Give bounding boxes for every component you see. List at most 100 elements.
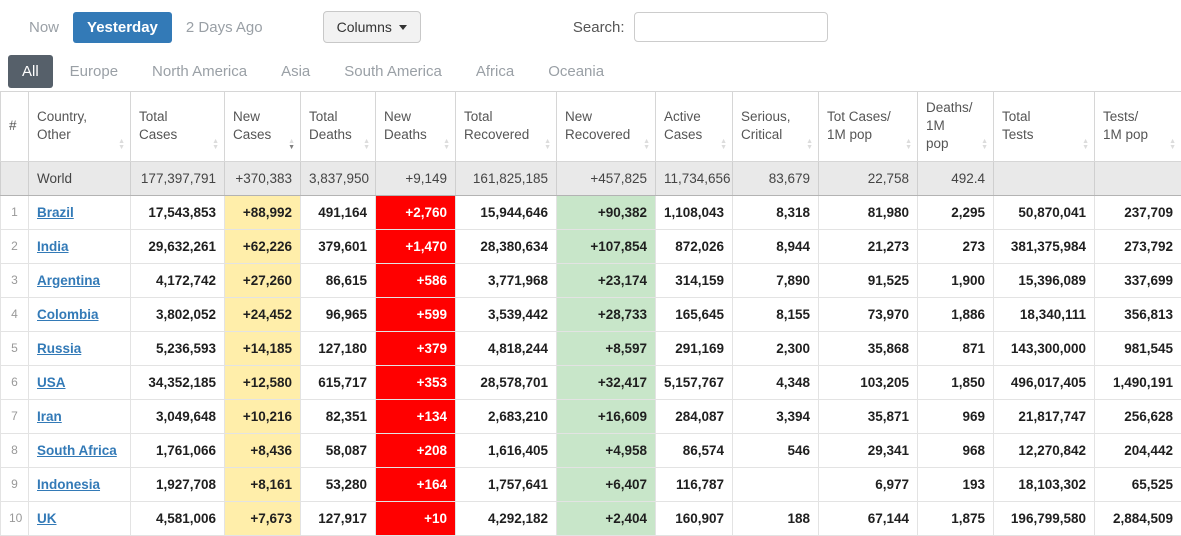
cell-new-recovered: +32,417 (557, 365, 656, 399)
country-link-iran[interactable]: Iran (37, 409, 62, 424)
cell-active-cases: 5,157,767 (656, 365, 733, 399)
cell-tests-1m: 273,792 (1095, 229, 1181, 263)
column-header-new-cases[interactable]: New Cases▲▼ (225, 92, 301, 162)
column-header-label: New Recovered (565, 108, 647, 144)
column-header-total-cases[interactable]: Total Cases▲▼ (131, 92, 225, 162)
cell-total-tests: 21,817,747 (994, 399, 1095, 433)
country-link-uk[interactable]: UK (37, 511, 57, 526)
cell-tests-1m: 256,628 (1095, 399, 1181, 433)
column-header-label: Tot Cases/ 1M pop (827, 108, 909, 144)
cell-deaths-1m: 492.4 (918, 161, 994, 195)
tab-europe[interactable]: Europe (53, 55, 135, 88)
country-link-indonesia[interactable]: Indonesia (37, 477, 100, 492)
country-link-india[interactable]: India (37, 239, 69, 254)
cell-new-cases: +8,161 (225, 467, 301, 501)
country-link-colombia[interactable]: Colombia (37, 307, 99, 322)
cell-serious-critical: 188 (733, 501, 819, 535)
cell-tests-1m: 237,709 (1095, 195, 1181, 229)
cell-serious-critical: 4,348 (733, 365, 819, 399)
cell-new-deaths: +2,760 (376, 195, 456, 229)
cell-new-recovered: +457,825 (557, 161, 656, 195)
search-input[interactable] (634, 12, 828, 42)
cell-new-deaths: +134 (376, 399, 456, 433)
tab-north-america[interactable]: North America (135, 55, 264, 88)
column-header-total-deaths[interactable]: Total Deaths▲▼ (301, 92, 376, 162)
cell-tot-cases-1m: 22,758 (819, 161, 918, 195)
cell-active-cases: 165,645 (656, 297, 733, 331)
cell-new-recovered: +6,407 (557, 467, 656, 501)
cell-country: Argentina (29, 263, 131, 297)
cell-new-recovered: +28,733 (557, 297, 656, 331)
cell-tests-1m: 204,442 (1095, 433, 1181, 467)
cell-total-cases: 4,172,742 (131, 263, 225, 297)
cell-total-recovered: 28,578,701 (456, 365, 557, 399)
column-header-country-other[interactable]: Country, Other▲▼ (29, 92, 131, 162)
cell-new-deaths: +10 (376, 501, 456, 535)
cell-active-cases: 872,026 (656, 229, 733, 263)
cell-tot-cases-1m: 91,525 (819, 263, 918, 297)
country-link-usa[interactable]: USA (37, 375, 66, 390)
cell-tot-cases-1m: 35,871 (819, 399, 918, 433)
tab-all[interactable]: All (8, 55, 53, 88)
cell-serious-critical: 546 (733, 433, 819, 467)
cell-rank: 1 (1, 195, 29, 229)
time-button-now[interactable]: Now (15, 12, 73, 43)
column-header-new-recovered[interactable]: New Recovered▲▼ (557, 92, 656, 162)
cell-new-cases: +88,992 (225, 195, 301, 229)
search-box: Search: (573, 12, 828, 42)
cell-total-deaths: 379,601 (301, 229, 376, 263)
column-header-deaths-1m-pop[interactable]: Deaths/ 1M pop▲▼ (918, 92, 994, 162)
cell-new-deaths: +379 (376, 331, 456, 365)
column-header-label: Country, Other (37, 108, 122, 144)
country-link-brazil[interactable]: Brazil (37, 205, 74, 220)
cell-new-deaths: +586 (376, 263, 456, 297)
column-header-active-cases[interactable]: Active Cases▲▼ (656, 92, 733, 162)
cell-rank: 9 (1, 467, 29, 501)
cell-deaths-1m: 1,875 (918, 501, 994, 535)
sort-icon: ▲▼ (643, 139, 650, 151)
cell-country: Indonesia (29, 467, 131, 501)
cell-total-deaths: 53,280 (301, 467, 376, 501)
cell-tot-cases-1m: 81,980 (819, 195, 918, 229)
cell-country: Brazil (29, 195, 131, 229)
cell-total-recovered: 28,380,634 (456, 229, 557, 263)
cell-total-tests: 18,340,111 (994, 297, 1095, 331)
column-header-tests-1m-pop[interactable]: Tests/ 1M pop▲▼ (1095, 92, 1181, 162)
cell-new-deaths: +208 (376, 433, 456, 467)
cell-new-cases: +370,383 (225, 161, 301, 195)
column-header-tot-cases-1m-pop[interactable]: Tot Cases/ 1M pop▲▼ (819, 92, 918, 162)
cell-rank: 5 (1, 331, 29, 365)
cell-total-recovered: 4,292,182 (456, 501, 557, 535)
cell-new-deaths: +1,470 (376, 229, 456, 263)
sort-icon: ▲▼ (1169, 139, 1176, 151)
column-header-total-tests[interactable]: Total Tests▲▼ (994, 92, 1095, 162)
country-link-south-africa[interactable]: South Africa (37, 443, 117, 458)
country-link-russia[interactable]: Russia (37, 341, 81, 356)
cell-total-cases: 17,543,853 (131, 195, 225, 229)
tab-africa[interactable]: Africa (459, 55, 531, 88)
tab-asia[interactable]: Asia (264, 55, 327, 88)
time-button-2-days-ago[interactable]: 2 Days Ago (172, 12, 277, 43)
cell-new-recovered: +16,609 (557, 399, 656, 433)
columns-dropdown-button[interactable]: Columns (323, 11, 421, 43)
column-header-new-deaths[interactable]: New Deaths▲▼ (376, 92, 456, 162)
cell-country: USA (29, 365, 131, 399)
column-header-serious-critical[interactable]: Serious, Critical▲▼ (733, 92, 819, 162)
cell-new-cases: +10,216 (225, 399, 301, 433)
tab-oceania[interactable]: Oceania (531, 55, 621, 88)
column-header-total-recovered[interactable]: Total Recovered▲▼ (456, 92, 557, 162)
tab-south-america[interactable]: South America (327, 55, 459, 88)
country-link-argentina[interactable]: Argentina (37, 273, 100, 288)
cell-tot-cases-1m: 35,868 (819, 331, 918, 365)
cell-new-cases: +7,673 (225, 501, 301, 535)
cell-total-tests: 496,017,405 (994, 365, 1095, 399)
cell-total-deaths: 96,965 (301, 297, 376, 331)
time-button-yesterday[interactable]: Yesterday (73, 12, 172, 43)
sort-icon: ▲▼ (288, 139, 295, 151)
